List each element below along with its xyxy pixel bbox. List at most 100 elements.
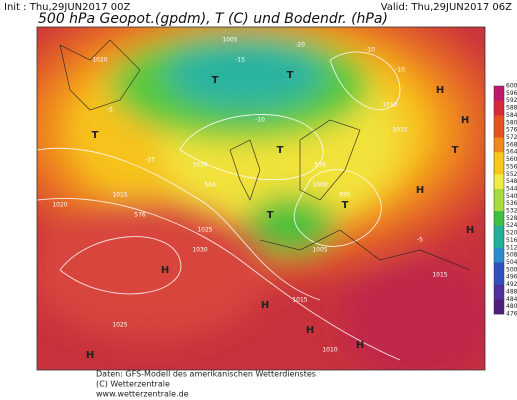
map-label: H — [416, 185, 424, 196]
colorbar-label: 568 — [506, 141, 517, 148]
map-label: -10 — [395, 67, 405, 74]
colorbar-swatch — [494, 86, 504, 94]
colorbar-swatch — [494, 203, 504, 212]
colorbar-swatch — [494, 166, 504, 175]
map-label: 1010 — [382, 102, 397, 109]
colorbar-label: 556 — [506, 163, 517, 170]
map-label: 1010 — [322, 347, 337, 354]
colorbar-swatch — [494, 233, 504, 241]
colorbar-label: 572 — [506, 134, 517, 141]
colorbar-swatch — [494, 225, 504, 234]
map-label: H — [306, 325, 314, 336]
map-label: T — [342, 200, 349, 211]
colorbar-swatch — [494, 291, 504, 300]
colorbar: 6005965925885845805765725685645605565525… — [493, 83, 517, 318]
colorbar-swatch — [494, 137, 504, 146]
map-label: -10 — [365, 47, 375, 54]
colorbar-swatch — [494, 240, 504, 249]
colorbar-label: 520 — [506, 230, 517, 237]
map-label: T — [287, 70, 294, 81]
colorbar-label: 600 — [506, 83, 517, 90]
map-label: 1025 — [197, 227, 212, 234]
colorbar-swatch — [494, 196, 504, 204]
colorbar-label: 532 — [506, 208, 517, 215]
colorbar-swatch — [494, 100, 504, 109]
map-label: 1030 — [192, 247, 207, 254]
map-label: 1010 — [192, 162, 207, 169]
colorbar-swatch — [494, 130, 504, 138]
colorbar-label: 484 — [506, 296, 517, 303]
colorbar-label: 496 — [506, 274, 517, 281]
map-labels: H H H H H H H H H T T T T T T T 1020 1015 1010 1005 1000 995 1… — [52, 37, 474, 362]
map-label: 564 — [204, 182, 216, 189]
map-label: 1000 — [312, 182, 327, 189]
colorbar-label: 592 — [506, 97, 517, 104]
colorbar-label: 584 — [506, 112, 517, 119]
map-label: 558 — [314, 162, 326, 169]
colorbar-swatch — [494, 159, 504, 168]
colorbar-swatch — [494, 144, 504, 153]
colorbar-label: 576 — [506, 127, 517, 134]
colorbar-label: 544 — [506, 185, 517, 192]
map-label: 995 — [339, 192, 351, 199]
coastlines — [59, 39, 471, 271]
colorbar-label: 500 — [506, 266, 517, 273]
colorbar-label: 516 — [506, 237, 517, 244]
colorbar-swatch — [494, 306, 504, 315]
colorbar-swatch — [494, 277, 504, 285]
map-label: H — [86, 350, 94, 361]
colorbar-swatch — [494, 211, 504, 219]
colorbar-label: 480 — [506, 303, 517, 310]
map-label: -15 — [235, 57, 245, 64]
colorbar-label: 508 — [506, 252, 517, 259]
colorbar-label: 548 — [506, 178, 517, 185]
colorbar-label: 512 — [506, 244, 517, 251]
map-label: -20 — [295, 42, 305, 49]
colorbar-label: 596 — [506, 90, 517, 97]
colorbar-swatch — [494, 108, 504, 116]
colorbar-label: 524 — [506, 222, 517, 229]
colorbar-label: 536 — [506, 200, 517, 207]
map-label: 1020 — [52, 202, 67, 209]
colorbar-label: 540 — [506, 193, 517, 200]
isobars — [37, 51, 401, 361]
map-label: 1005 — [312, 247, 327, 254]
map-label: -15 — [145, 157, 155, 164]
colorbar-label: 476 — [506, 311, 517, 318]
map-label: H — [466, 225, 474, 236]
footer-url: www.wetterzentrale.de — [96, 390, 189, 399]
map-label: T — [92, 130, 99, 141]
field — [37, 27, 485, 370]
colorbar-swatch — [494, 299, 504, 307]
map-label: -5 — [107, 107, 113, 114]
map-label: 1015 — [112, 192, 127, 199]
map-label: T — [267, 210, 274, 221]
colorbar-swatch — [494, 269, 504, 278]
map-label: 1020 — [92, 57, 107, 64]
map-label: T — [212, 75, 219, 86]
map-frame — [36, 26, 486, 371]
map-label: 1015 — [392, 127, 407, 134]
colorbar-swatch — [494, 218, 504, 227]
colorbar-frame — [493, 85, 505, 315]
colorbar-swatch — [494, 174, 504, 182]
map-label: H — [261, 300, 269, 311]
colorbar-label: 580 — [506, 119, 517, 126]
colorbar-swatch — [494, 152, 504, 160]
colorbar-label: 504 — [506, 259, 517, 266]
map-area: H H H H H H H H H T T T T T T T 1020 1015 1010 1005 1000 995 1… — [37, 27, 485, 370]
colorbar-label: 528 — [506, 215, 517, 222]
map-label: 1025 — [112, 322, 127, 329]
map-label: 1015 — [292, 297, 307, 304]
colorbar-swatch — [494, 93, 504, 102]
colorbar-label: 492 — [506, 281, 517, 288]
map-label: -5 — [417, 237, 423, 244]
map-label: 1005 — [222, 37, 237, 44]
colorbar-swatch — [494, 284, 504, 293]
map-title: 500 hPa Geopot.(gpdm), T (C) und Bodendr… — [38, 11, 388, 27]
map-label: H — [461, 115, 469, 126]
footer-copyright: (C) Wetterzentrale — [96, 380, 170, 389]
colorbar-swatch — [494, 122, 504, 131]
colorbar-swatch — [494, 262, 504, 271]
